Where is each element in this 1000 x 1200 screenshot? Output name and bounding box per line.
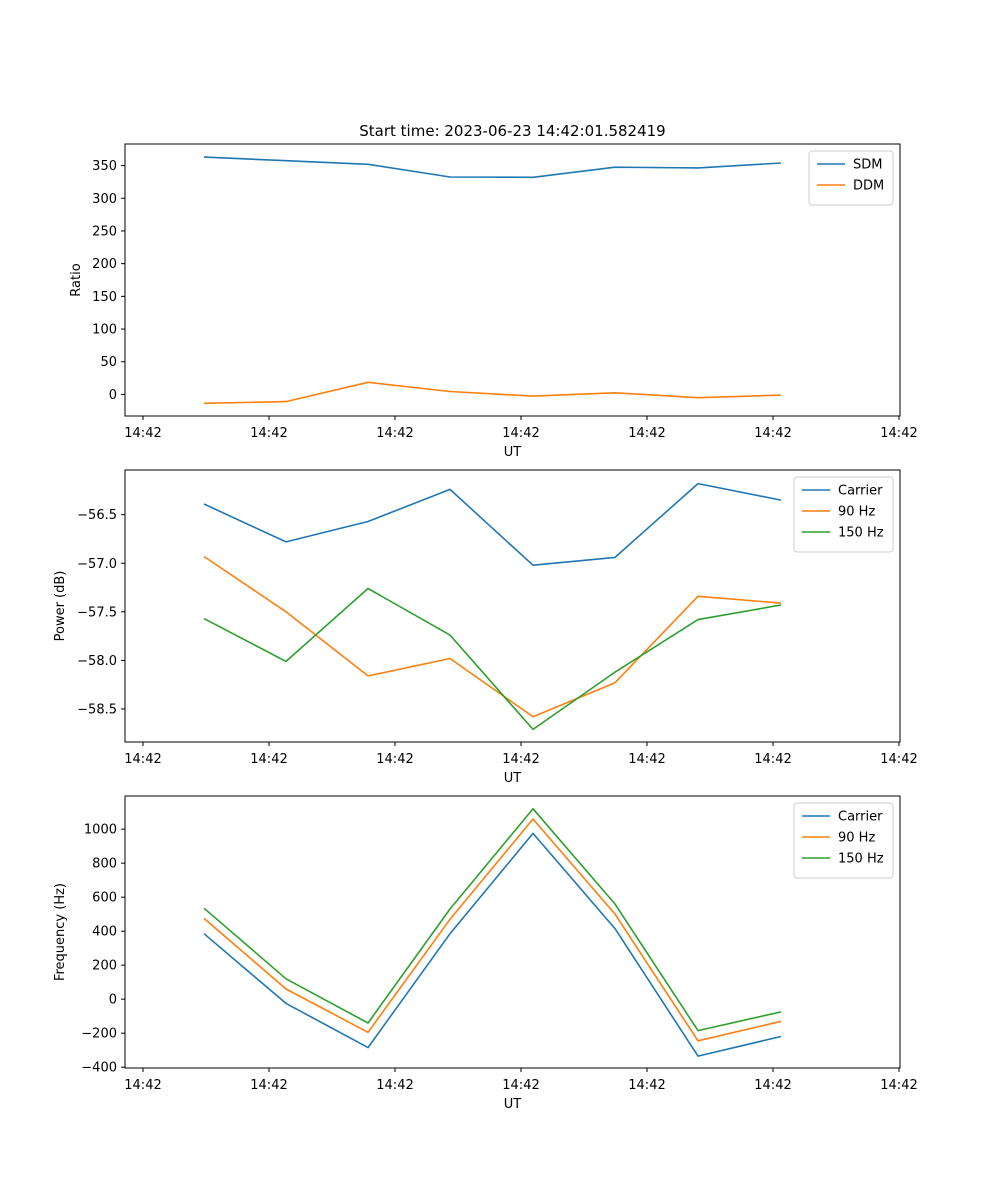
y-tick-label: −57.0: [77, 557, 117, 572]
legend-label: 150 Hz: [838, 852, 884, 867]
y-tick-label: −58.5: [77, 702, 117, 717]
legend: SDM DDM: [808, 150, 894, 206]
x-tick-label: 14:42: [376, 1078, 413, 1093]
chart-panel-1: Start time: 2023-06-23 14:42:01.582419 0 5…: [69, 122, 918, 460]
x-tick-label: 14:42: [376, 426, 413, 441]
x-tick-label: 14:42: [880, 752, 917, 767]
x-tick-label: 14:42: [628, 752, 665, 767]
x-tick-label: 14:42: [628, 1078, 665, 1093]
axes-frame: [124, 143, 901, 417]
chart-panel-3: −400 −200 0 200 400 600 800 1000 14:42 14:42 14:42…: [53, 795, 918, 1112]
x-axis-label: UT: [504, 1097, 522, 1112]
x-axis-label: UT: [504, 445, 522, 460]
x-tick-label: 14:42: [250, 1078, 287, 1093]
y-axis-label: Power (dB): [53, 571, 68, 642]
y-tick-label: −400: [81, 1061, 117, 1076]
legend-box: [793, 802, 894, 879]
x-tick-label: 14:42: [628, 426, 665, 441]
y-tick-label: −58.0: [77, 654, 117, 669]
y-tick-label: 250: [92, 224, 117, 239]
series-line-ddm: [203, 381, 782, 405]
x-tick-label: 14:42: [502, 426, 539, 441]
x-tick-label: 14:42: [880, 426, 917, 441]
x-tick-label: 14:42: [880, 1078, 917, 1093]
legend-label: Carrier: [838, 484, 883, 499]
y-tick-label: 800: [92, 857, 117, 872]
y-tick-label: 200: [92, 257, 117, 272]
y-axis-label: Ratio: [69, 263, 84, 296]
legend-label: 90 Hz: [838, 831, 875, 846]
legend-label: DDM: [853, 179, 884, 194]
legend: Carrier 90 Hz 150 Hz: [793, 476, 894, 553]
x-axis-label: UT: [504, 771, 522, 786]
chart-panel-2: −58.5 −58.0 −57.5 −57.0 −56.5 14:42 14:42 14:42…: [53, 469, 918, 786]
y-tick-label: 100: [92, 323, 117, 338]
legend-box: [793, 476, 894, 553]
y-tick-label: 600: [92, 891, 117, 906]
y-tick-label: 350: [92, 159, 117, 174]
axes-frame: [124, 795, 901, 1069]
y-tick-label: 1000: [84, 823, 117, 838]
y-tick-label: 0: [109, 993, 117, 1008]
legend-label: 150 Hz: [838, 526, 884, 541]
x-tick-label: 14:42: [754, 752, 791, 767]
series-line-90-hz: [203, 818, 782, 1042]
y-tick-label: −200: [81, 1027, 117, 1042]
series-line-sdm: [203, 156, 782, 179]
x-tick-label: 14:42: [124, 1078, 161, 1093]
series-line-carrier: [203, 482, 782, 567]
series-line-150-hz: [203, 587, 782, 731]
x-tick-label: 14:42: [250, 426, 287, 441]
legend-label: Carrier: [838, 810, 883, 825]
series-line-150-hz: [203, 807, 782, 1032]
legend: Carrier 90 Hz 150 Hz: [793, 802, 894, 879]
x-tick-label: 14:42: [124, 752, 161, 767]
y-tick-label: 200: [92, 959, 117, 974]
y-tick-label: 50: [100, 355, 117, 370]
x-tick-label: 14:42: [502, 1078, 539, 1093]
x-tick-label: 14:42: [754, 1078, 791, 1093]
y-axis-label: Frequency (Hz): [53, 883, 68, 981]
y-tick-label: −56.5: [77, 508, 117, 523]
y-tick-label: −57.5: [77, 605, 117, 620]
x-tick-label: 14:42: [124, 426, 161, 441]
chart-title: Start time: 2023-06-23 14:42:01.582419: [359, 122, 665, 140]
axes-frame: [124, 469, 901, 743]
legend-label: 90 Hz: [838, 505, 875, 520]
y-tick-label: 0: [109, 388, 117, 403]
x-tick-label: 14:42: [250, 752, 287, 767]
legend-label: SDM: [853, 158, 882, 173]
x-tick-label: 14:42: [754, 426, 791, 441]
series-line-carrier: [203, 832, 782, 1057]
y-tick-label: 400: [92, 925, 117, 940]
y-tick-label: 300: [92, 192, 117, 207]
x-tick-label: 14:42: [502, 752, 539, 767]
series-line-90-hz: [203, 555, 782, 718]
y-tick-label: 150: [92, 290, 117, 305]
x-tick-label: 14:42: [376, 752, 413, 767]
